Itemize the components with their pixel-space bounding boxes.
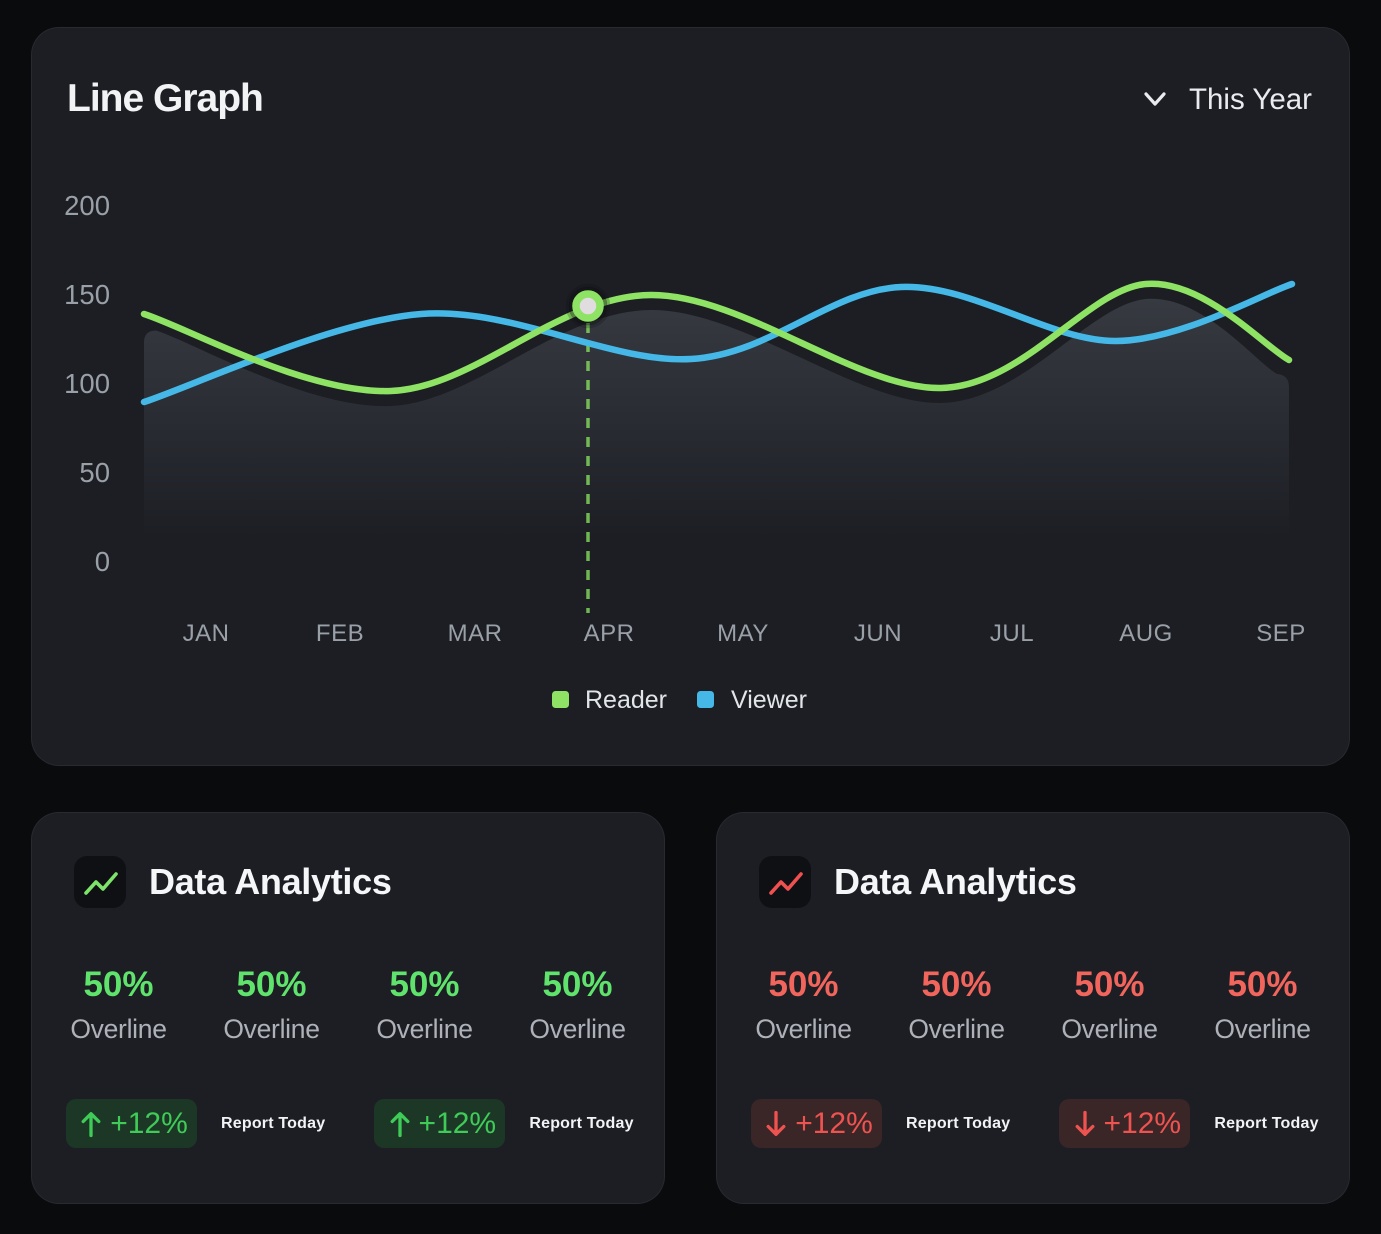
svg-text:100: 100: [64, 368, 110, 399]
svg-text:SEP: SEP: [1256, 620, 1306, 647]
svg-text:AUG: AUG: [1119, 620, 1173, 647]
svg-text:MAR: MAR: [448, 620, 503, 647]
svg-text:Viewer: Viewer: [731, 686, 807, 714]
svg-text:JUL: JUL: [990, 620, 1034, 647]
svg-text:0: 0: [95, 546, 110, 577]
svg-text:APR: APR: [584, 620, 635, 647]
svg-text:FEB: FEB: [316, 620, 364, 647]
svg-text:JAN: JAN: [183, 620, 230, 647]
svg-text:Reader: Reader: [585, 686, 667, 714]
svg-text:200: 200: [64, 190, 110, 221]
svg-text:150: 150: [64, 279, 110, 310]
svg-text:JUN: JUN: [854, 620, 902, 647]
svg-text:MAY: MAY: [717, 620, 769, 647]
svg-text:50: 50: [79, 457, 110, 488]
